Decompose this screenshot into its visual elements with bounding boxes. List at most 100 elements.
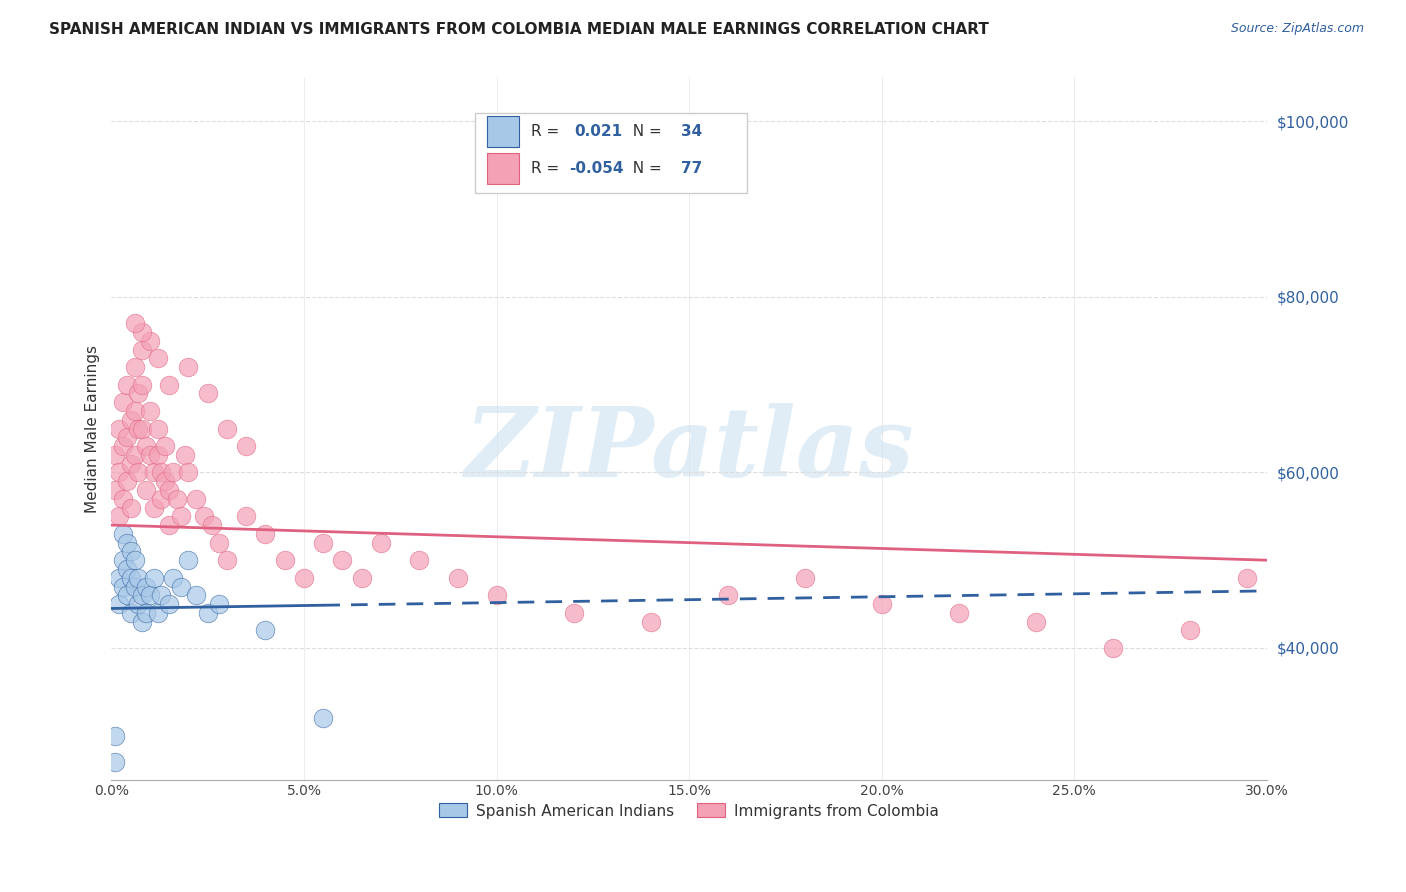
Point	[135, 580, 157, 594]
Point	[150, 466, 173, 480]
Point	[292, 571, 315, 585]
Text: Source: ZipAtlas.com: Source: ZipAtlas.com	[1230, 22, 1364, 36]
Point	[155, 474, 177, 488]
Text: SPANISH AMERICAN INDIAN VS IMMIGRANTS FROM COLOMBIA MEDIAN MALE EARNINGS CORRELA: SPANISH AMERICAN INDIAN VS IMMIGRANTS FR…	[49, 22, 988, 37]
Point	[150, 491, 173, 506]
Point	[142, 466, 165, 480]
Point	[139, 588, 162, 602]
Text: 77: 77	[681, 161, 702, 176]
Point	[127, 597, 149, 611]
Point	[170, 580, 193, 594]
Point	[793, 571, 815, 585]
Point	[104, 755, 127, 769]
Point	[350, 571, 373, 585]
Point	[273, 553, 295, 567]
FancyBboxPatch shape	[475, 112, 747, 194]
Point	[162, 571, 184, 585]
Point	[157, 377, 180, 392]
Point	[208, 535, 231, 549]
Point	[108, 466, 131, 480]
Point	[120, 500, 142, 515]
Text: N =: N =	[623, 161, 666, 176]
Text: N =: N =	[623, 124, 666, 139]
Point	[120, 457, 142, 471]
Text: R =: R =	[531, 124, 564, 139]
Point	[948, 606, 970, 620]
Point	[131, 588, 153, 602]
Point	[142, 500, 165, 515]
Point	[111, 491, 134, 506]
Point	[111, 439, 134, 453]
Point	[111, 580, 134, 594]
Point	[127, 571, 149, 585]
Point	[111, 526, 134, 541]
Point	[127, 466, 149, 480]
Point	[127, 386, 149, 401]
Point	[115, 562, 138, 576]
Point	[215, 553, 238, 567]
Point	[115, 535, 138, 549]
Point	[124, 404, 146, 418]
Point	[131, 421, 153, 435]
Point	[177, 466, 200, 480]
Point	[1178, 624, 1201, 638]
Point	[127, 421, 149, 435]
Point	[135, 606, 157, 620]
Point	[1101, 640, 1123, 655]
Point	[197, 606, 219, 620]
Text: 34: 34	[681, 124, 702, 139]
Point	[104, 729, 127, 743]
Point	[447, 571, 470, 585]
Point	[120, 571, 142, 585]
Point	[716, 588, 738, 602]
Point	[200, 518, 222, 533]
Point	[215, 421, 238, 435]
Point	[108, 597, 131, 611]
Point	[146, 448, 169, 462]
Point	[157, 597, 180, 611]
Point	[208, 597, 231, 611]
Point	[408, 553, 430, 567]
Point	[111, 395, 134, 409]
Point	[870, 597, 893, 611]
Point	[184, 491, 207, 506]
Y-axis label: Median Male Earnings: Median Male Earnings	[86, 344, 100, 513]
Point	[1025, 615, 1047, 629]
Point	[124, 360, 146, 375]
Point	[312, 711, 335, 725]
Point	[166, 491, 188, 506]
Point	[157, 483, 180, 497]
Point	[254, 624, 277, 638]
Point	[131, 325, 153, 339]
Point	[139, 448, 162, 462]
Point	[124, 580, 146, 594]
Point	[155, 439, 177, 453]
Point	[146, 351, 169, 366]
Text: 0.021: 0.021	[575, 124, 623, 139]
FancyBboxPatch shape	[486, 153, 519, 184]
Point	[146, 421, 169, 435]
Text: ZIPatlas: ZIPatlas	[464, 402, 914, 497]
Point	[104, 483, 127, 497]
Text: -0.054: -0.054	[569, 161, 623, 176]
Point	[115, 588, 138, 602]
Point	[177, 360, 200, 375]
Point	[170, 509, 193, 524]
FancyBboxPatch shape	[486, 116, 519, 147]
Point	[332, 553, 354, 567]
Point	[146, 606, 169, 620]
Point	[135, 483, 157, 497]
Point	[640, 615, 662, 629]
Point	[177, 553, 200, 567]
Point	[115, 430, 138, 444]
Point	[184, 588, 207, 602]
Point	[120, 544, 142, 558]
Point	[135, 439, 157, 453]
Point	[235, 509, 257, 524]
Point	[131, 615, 153, 629]
Point	[312, 535, 335, 549]
Point	[124, 316, 146, 330]
Point	[120, 606, 142, 620]
Point	[157, 518, 180, 533]
Point	[115, 377, 138, 392]
